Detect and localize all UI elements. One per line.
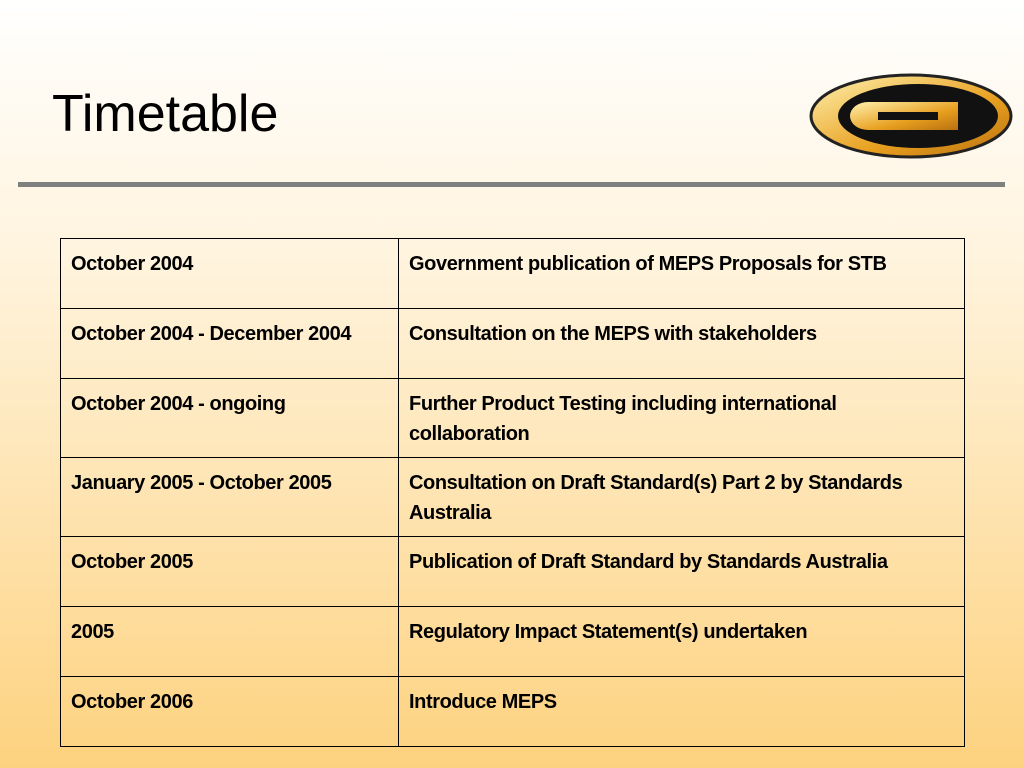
activity-cell: Further Product Testing including intern… (398, 378, 965, 458)
divider (18, 182, 1005, 187)
activity-cell: Consultation on the MEPS with stakeholde… (398, 308, 965, 379)
timetable: October 2004 Government publication of ME… (60, 238, 965, 747)
table-row: October 2006 Introduce MEPS (60, 676, 965, 747)
slide-title: Timetable (52, 85, 279, 143)
table-row: October 2004 - ongoing Further Product Te… (60, 378, 965, 458)
date-cell: October 2004 (60, 238, 399, 309)
table-row: January 2005 - October 2005 Consultation … (60, 457, 965, 537)
date-cell: October 2006 (60, 676, 399, 747)
date-cell: October 2004 - December 2004 (60, 308, 399, 379)
table-row: October 2005 Publication of Draft Standar… (60, 536, 965, 607)
table-row: 2005 Regulatory Impact Statement(s) under… (60, 606, 965, 677)
date-cell: October 2005 (60, 536, 399, 607)
date-cell: 2005 (60, 606, 399, 677)
activity-cell: Consultation on Draft Standard(s) Part 2… (398, 457, 965, 537)
activity-cell: Government publication of MEPS Proposals… (398, 238, 965, 309)
activity-cell: Regulatory Impact Statement(s) undertake… (398, 606, 965, 677)
table-row: October 2004 Government publication of ME… (60, 238, 965, 309)
activity-cell: Introduce MEPS (398, 676, 965, 747)
table-row: October 2004 - December 2004 Consultation… (60, 308, 965, 379)
activity-cell: Publication of Draft Standard by Standar… (398, 536, 965, 607)
date-cell: January 2005 - October 2005 (60, 457, 399, 537)
logo (809, 73, 1013, 159)
date-cell: October 2004 - ongoing (60, 378, 399, 458)
